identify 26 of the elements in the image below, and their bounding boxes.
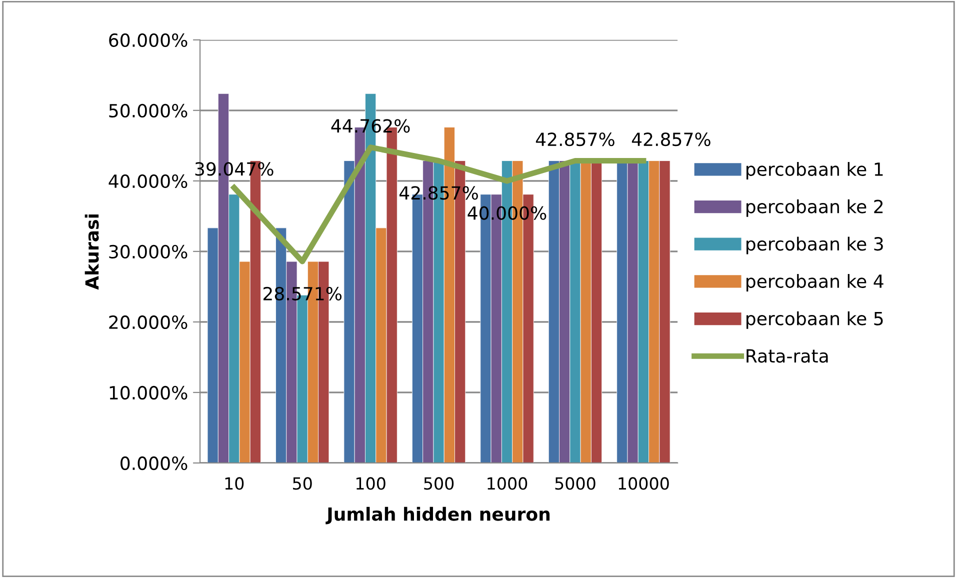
y-tick-label: 20.000% (109, 315, 188, 330)
data-label: 28.571% (264, 286, 342, 300)
x-tick-label: 100 (356, 477, 386, 490)
legend-label: percobaan ke 3 (746, 236, 883, 254)
x-tick-label: 500 (424, 477, 454, 490)
y-tick-label: 30.000% (109, 244, 188, 259)
x-tick-label: 5000 (555, 477, 596, 490)
data-label: 40.000% (468, 206, 546, 220)
legend-label: percobaan ke 2 (746, 199, 883, 217)
legend-label: percobaan ke 4 (746, 274, 884, 292)
x-tick-label: 50 (293, 477, 312, 490)
data-label: 42.857% (632, 132, 710, 146)
y-tick-label: 10.000% (110, 386, 188, 400)
y-tick-label: 50.000% (109, 104, 188, 118)
x-tick-label: 10 (225, 477, 244, 490)
legend-label: Rata-rata (746, 349, 828, 363)
legend-label: percobaan ke 5 (746, 311, 883, 329)
x-axis-title: Jumlah hidden neuron (326, 506, 550, 524)
y-tick-label: 0.000% (120, 456, 188, 470)
data-label: 42.857% (536, 132, 614, 146)
x-tick-label: 10000 (618, 477, 669, 490)
y-axis-title: Akurasi (84, 214, 99, 290)
legend-label: percobaan ke 1 (746, 162, 883, 180)
y-tick-label: 60.000% (109, 33, 188, 47)
y-tick-label: 40.000% (108, 174, 188, 188)
x-tick-label: 1000 (488, 477, 528, 490)
